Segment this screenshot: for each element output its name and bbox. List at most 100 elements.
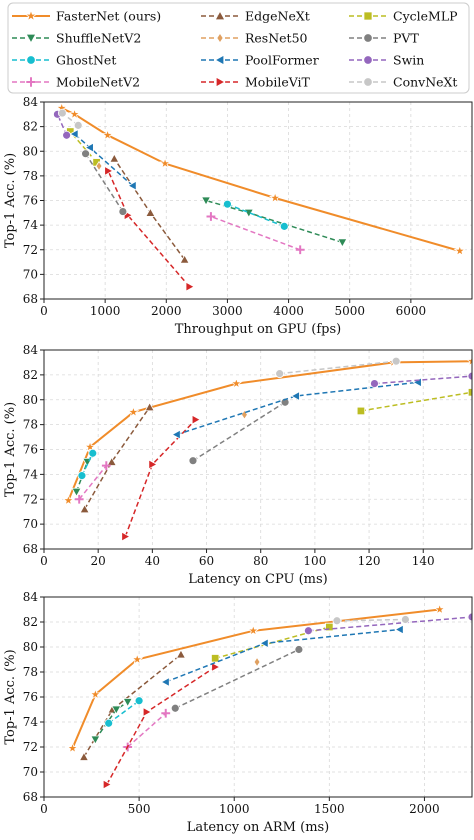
y-tick-label: 80 xyxy=(23,393,38,407)
series-fasternet-ours xyxy=(62,354,472,506)
legend: FasterNet (ours) EdgeNeXt CycleMLP ShuffleN… xyxy=(7,2,470,94)
legend-label: PoolFormer xyxy=(245,53,319,68)
legend-marker-swin-icon xyxy=(363,55,373,65)
data-point-convnext-1 xyxy=(57,108,67,118)
series-mobilevit xyxy=(121,414,201,542)
x-tick-label: 100 xyxy=(303,554,326,568)
legend-label: EdgeNeXt xyxy=(245,9,310,24)
data-point-mobilevit-2 xyxy=(211,661,221,673)
data-point-mobilenetv2-1 xyxy=(101,461,111,471)
y-tick-label: 76 xyxy=(23,194,38,208)
series-line xyxy=(84,153,124,213)
legend-item-poolformer: PoolFormer xyxy=(201,53,319,68)
legend-item-edgenext: EdgeNeXt xyxy=(201,9,310,24)
data-point-swin-1 xyxy=(467,612,472,622)
series-group xyxy=(62,354,472,542)
x-tick-label: 20 xyxy=(91,554,106,568)
y-tick-label: 80 xyxy=(23,144,38,158)
x-tick-label: 2000 xyxy=(409,802,440,816)
data-point-edgenext-0 xyxy=(78,751,90,761)
data-point-ghostnet-1 xyxy=(223,199,232,209)
series-fasternet-ours xyxy=(55,102,466,257)
data-point-convnext-0 xyxy=(73,121,83,130)
data-point-convnext-0 xyxy=(275,369,285,379)
data-point-poolformer-0 xyxy=(160,676,170,688)
x-tick-label: 140 xyxy=(412,554,435,568)
x-tick-label: 1500 xyxy=(314,802,345,816)
data-point-mobilevit-2 xyxy=(104,165,114,177)
y-ticks: 68 70 72 74 76 78 80 82 84 xyxy=(23,343,44,556)
series-line xyxy=(279,360,397,375)
y-ticks: 68 70 72 74 76 78 80 82 84 xyxy=(23,590,44,804)
legend-item-shufflenetv2: ShuffleNetV2 xyxy=(12,31,141,46)
data-point-fasternet-ours-0 xyxy=(453,244,466,257)
data-point-mobilenetv2-1 xyxy=(206,212,216,221)
series-edgenext xyxy=(109,153,190,264)
series-group xyxy=(66,603,472,790)
data-point-mobilevit-0 xyxy=(121,531,131,542)
data-point-pvt-0 xyxy=(188,456,198,466)
series-line xyxy=(360,391,472,412)
series-edgenext xyxy=(79,401,155,514)
series-line xyxy=(374,375,472,385)
data-point-poolformer-1 xyxy=(290,390,300,402)
y-tick-label: 68 xyxy=(23,292,38,306)
x-tick-label: 4000 xyxy=(273,304,304,318)
chart-panel-3: 68 70 72 74 76 78 80 82 84 0 500 1000 1500 2000 Latenc… xyxy=(3,590,473,835)
data-point-fasternet-ours-5 xyxy=(465,354,472,367)
legend-marker-fasternet-ours-icon xyxy=(24,9,38,22)
data-point-fasternet-ours-2 xyxy=(127,405,140,418)
series-resnet50 xyxy=(253,656,261,668)
series-fasternet-ours xyxy=(66,603,446,754)
data-point-fasternet-ours-0 xyxy=(62,494,75,506)
data-point-ghostnet-0 xyxy=(279,221,289,231)
data-point-edgenext-2 xyxy=(144,401,155,412)
data-point-mobilenetv2-0 xyxy=(295,245,305,255)
y-tick-label: 76 xyxy=(23,690,38,704)
data-point-shufflenetv2-1 xyxy=(111,705,122,715)
x-tick-label: 3000 xyxy=(212,304,243,318)
y-tick-label: 74 xyxy=(23,218,39,232)
series-mobilevit xyxy=(102,661,221,790)
data-point-convnext-0 xyxy=(332,616,342,626)
data-point-shufflenetv2-0 xyxy=(71,487,82,498)
data-point-ghostnet-0 xyxy=(104,718,114,728)
legend-label: ShuffleNetV2 xyxy=(56,31,141,46)
series-group xyxy=(53,102,466,292)
data-point-mobilevit-1 xyxy=(142,706,152,718)
data-point-ghostnet-1 xyxy=(88,448,98,458)
legend-item-cyclemlp: CycleMLP xyxy=(349,9,458,24)
series-pvt xyxy=(81,149,128,216)
series-mobilenetv2 xyxy=(206,212,305,255)
data-point-fasternet-ours-3 xyxy=(247,624,260,636)
series-shufflenetv2 xyxy=(90,698,133,745)
series-ghostnet xyxy=(104,696,144,728)
legend-item-pvt: PVT xyxy=(349,31,419,46)
series-poolformer xyxy=(69,128,137,191)
data-point-fasternet-ours-2 xyxy=(131,653,144,665)
series-ghostnet xyxy=(77,448,98,481)
legend-label: Swin xyxy=(393,53,424,68)
series-poolformer xyxy=(171,377,422,440)
data-point-poolformer-1 xyxy=(259,638,269,649)
data-point-fasternet-ours-0 xyxy=(66,741,79,754)
y-tick-label: 70 xyxy=(23,765,38,779)
legend-label: ConvNeXt xyxy=(393,75,457,90)
data-point-fasternet-ours-3 xyxy=(101,128,114,141)
x-tick-label: 2000 xyxy=(151,304,182,318)
data-point-fasternet-ours-1 xyxy=(89,688,102,700)
data-point-edgenext-0 xyxy=(79,503,90,514)
y-tick-label: 78 xyxy=(23,665,38,679)
series-line xyxy=(174,648,300,709)
data-point-pvt-0 xyxy=(170,703,180,713)
data-point-shufflenetv2-0 xyxy=(337,238,348,248)
series-convnext xyxy=(332,615,410,626)
data-point-poolformer-0 xyxy=(171,429,181,440)
series-resnet50 xyxy=(95,160,103,172)
y-tick-label: 84 xyxy=(23,95,39,109)
data-point-edgenext-1 xyxy=(106,456,117,466)
data-point-fasternet-ours-3 xyxy=(230,377,243,389)
data-point-shufflenetv2-2 xyxy=(122,698,133,708)
data-point-convnext-1 xyxy=(391,356,401,366)
legend-marker-convnext-icon xyxy=(363,77,373,87)
